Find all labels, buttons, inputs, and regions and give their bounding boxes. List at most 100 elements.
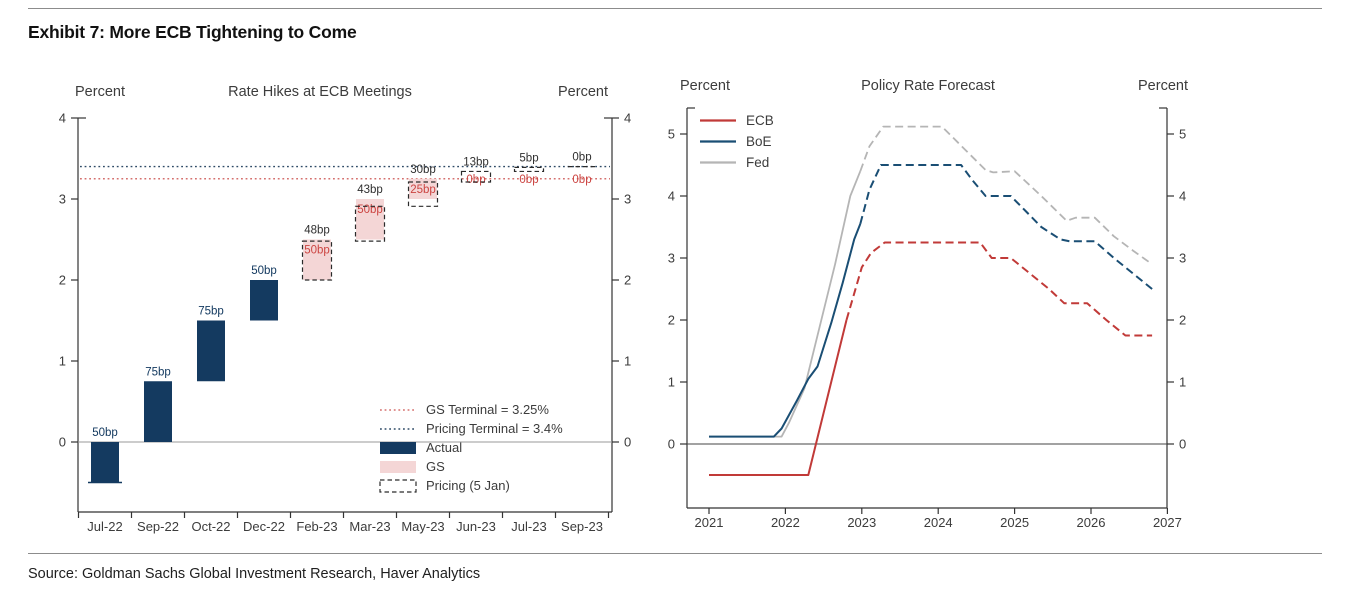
x-tick-Sep-23: Sep-23 xyxy=(561,519,603,534)
fed-line xyxy=(709,125,1153,438)
legend-label: BoE xyxy=(746,134,772,149)
left-chart-axes xyxy=(71,117,619,518)
gs-label-Jul-23: 0bp xyxy=(519,174,538,186)
legend-item-dotted-red: GS Terminal = 3.25% xyxy=(380,402,549,417)
gs-label-May-23: 25bp xyxy=(410,184,436,196)
chart-rate-hikes: Percent Rate Hikes at ECB Meetings Percent… xyxy=(59,84,631,534)
gs-label-Mar-23: 50bp xyxy=(357,204,383,216)
legend-label: Actual xyxy=(426,440,462,455)
pricing-label-May-23: 30bp xyxy=(410,164,436,176)
x-tick-Mar-23: Mar-23 xyxy=(349,519,390,534)
actual-bar-Dec-22 xyxy=(250,280,278,321)
x-tick-2025: 2025 xyxy=(1000,515,1029,530)
left-chart-tick-labels: 0 0 1 1 2 2 3 3 4 4 Jul-22 Sep-22 Oct-22 Dec-22 Feb-23… xyxy=(59,111,631,535)
svg-text:2: 2 xyxy=(1179,313,1186,328)
boe-line-forecast xyxy=(859,164,1153,290)
pricing-label-Feb-23: 48bp xyxy=(304,225,330,237)
gs-bar-May-23 xyxy=(409,178,437,199)
x-tick-Oct-22: Oct-22 xyxy=(191,519,230,534)
right-chart-tick-labels: 0 0 1 1 2 2 3 3 4 4 5 5 2021 2022 2023 2024 2025 2026 2027 xyxy=(668,127,1186,531)
x-tick-Dec-22: Dec-22 xyxy=(243,519,285,534)
svg-text:4: 4 xyxy=(668,189,675,204)
left-percent-label: Percent xyxy=(680,78,730,94)
svg-text:1: 1 xyxy=(668,375,675,390)
svg-text:0: 0 xyxy=(668,437,675,452)
right-percent-label: Percent xyxy=(558,84,608,100)
pricing-box-Jul-23 xyxy=(513,166,545,173)
fed-line-actual xyxy=(709,170,862,438)
source-note: Source: Goldman Sachs Global Investment … xyxy=(28,566,481,582)
legend-item-dotted-navy: Pricing Terminal = 3.4% xyxy=(380,421,563,436)
svg-text:4: 4 xyxy=(59,111,66,126)
right-chart-legend: ECB BoE Fed xyxy=(700,113,774,170)
pricing-box-Jun-23 xyxy=(460,170,492,183)
svg-text:4: 4 xyxy=(624,111,631,126)
gs-label-Jun-23: 0bp xyxy=(466,174,485,186)
legend-item-pink-rect: GS xyxy=(380,459,445,474)
legend-item-dashed-rect: Pricing (5 Jan) xyxy=(379,478,510,493)
pricing-label-Jul-23: 5bp xyxy=(519,152,538,164)
x-tick-Jul-23: Jul-23 xyxy=(511,519,546,534)
svg-text:3: 3 xyxy=(59,192,66,207)
boe-line-actual xyxy=(709,223,862,438)
legend-item-fed: Fed xyxy=(700,155,769,170)
svg-text:1: 1 xyxy=(624,354,631,369)
pricing-label-Mar-23: 43bp xyxy=(357,184,383,196)
x-tick-2022: 2022 xyxy=(771,515,800,530)
legend-label: GS xyxy=(426,459,445,474)
actual-label-Dec-22: 50bp xyxy=(251,265,277,277)
navy-rect-swatch xyxy=(380,442,416,454)
pricing-box-Feb-23 xyxy=(301,240,333,281)
dashed-rect-swatch xyxy=(379,479,417,493)
actual-label-Jul-22: 50bp xyxy=(92,427,118,439)
svg-text:1: 1 xyxy=(1179,375,1186,390)
top-divider xyxy=(28,8,1322,9)
chart-policy-forecast: Percent Policy Rate Forecast Percent 0 0 1 1 2 2… xyxy=(668,78,1188,530)
pricing-label-Sep-23: 0bp xyxy=(572,152,591,164)
x-tick-May-23: May-23 xyxy=(401,519,444,534)
ecb-line xyxy=(709,241,1153,476)
svg-text:0: 0 xyxy=(59,435,66,450)
legend-item-boe: BoE xyxy=(700,134,772,149)
fed-line-forecast xyxy=(859,125,1153,265)
x-tick-2026: 2026 xyxy=(1077,515,1106,530)
left-chart-title: Rate Hikes at ECB Meetings xyxy=(228,84,412,100)
svg-text:3: 3 xyxy=(668,251,675,266)
svg-text:3: 3 xyxy=(1179,251,1186,266)
x-tick-Sep-22: Sep-22 xyxy=(137,519,179,534)
actual-label-Sep-22: 75bp xyxy=(145,366,171,378)
pricing-box-Mar-23 xyxy=(354,205,386,242)
pricing-box-May-23 xyxy=(407,181,439,207)
svg-text:4: 4 xyxy=(1179,189,1186,204)
actual-label-Oct-22: 75bp xyxy=(198,306,224,318)
svg-text:5: 5 xyxy=(1179,127,1186,142)
gs-label-Feb-23: 50bp xyxy=(304,245,330,257)
legend-label: ECB xyxy=(746,113,774,128)
x-tick-2027: 2027 xyxy=(1153,515,1182,530)
x-tick-2024: 2024 xyxy=(924,515,953,530)
svg-text:0: 0 xyxy=(1179,437,1186,452)
svg-text:3: 3 xyxy=(624,192,631,207)
actual-bar-Oct-22 xyxy=(197,320,225,382)
svg-text:1: 1 xyxy=(59,354,66,369)
legend-label: GS Terminal = 3.25% xyxy=(426,402,549,417)
legend-item-navy-rect: Actual xyxy=(380,440,462,455)
gs-label-Sep-23: 0bp xyxy=(572,174,591,186)
svg-text:0: 0 xyxy=(624,435,631,450)
bottom-divider xyxy=(28,553,1322,554)
actual-bar-Sep-22 xyxy=(144,381,172,442)
left-chart-legend: GS Terminal = 3.25% Pricing Terminal = 3.… xyxy=(379,402,563,493)
x-tick-2023: 2023 xyxy=(847,515,876,530)
exhibit-title: Exhibit 7: More ECB Tightening to Come xyxy=(28,22,357,42)
x-tick-Feb-23: Feb-23 xyxy=(296,519,337,534)
svg-text:2: 2 xyxy=(624,273,631,288)
x-tick-Jun-23: Jun-23 xyxy=(456,519,496,534)
svg-text:2: 2 xyxy=(59,273,66,288)
boe-line xyxy=(709,164,1153,438)
legend-item-ecb: ECB xyxy=(700,113,774,128)
actual-bar-Jul-22 xyxy=(91,442,119,483)
right-chart-axes xyxy=(680,107,1174,514)
pink-rect-swatch xyxy=(380,461,416,473)
legend-label: Pricing (5 Jan) xyxy=(426,478,510,493)
